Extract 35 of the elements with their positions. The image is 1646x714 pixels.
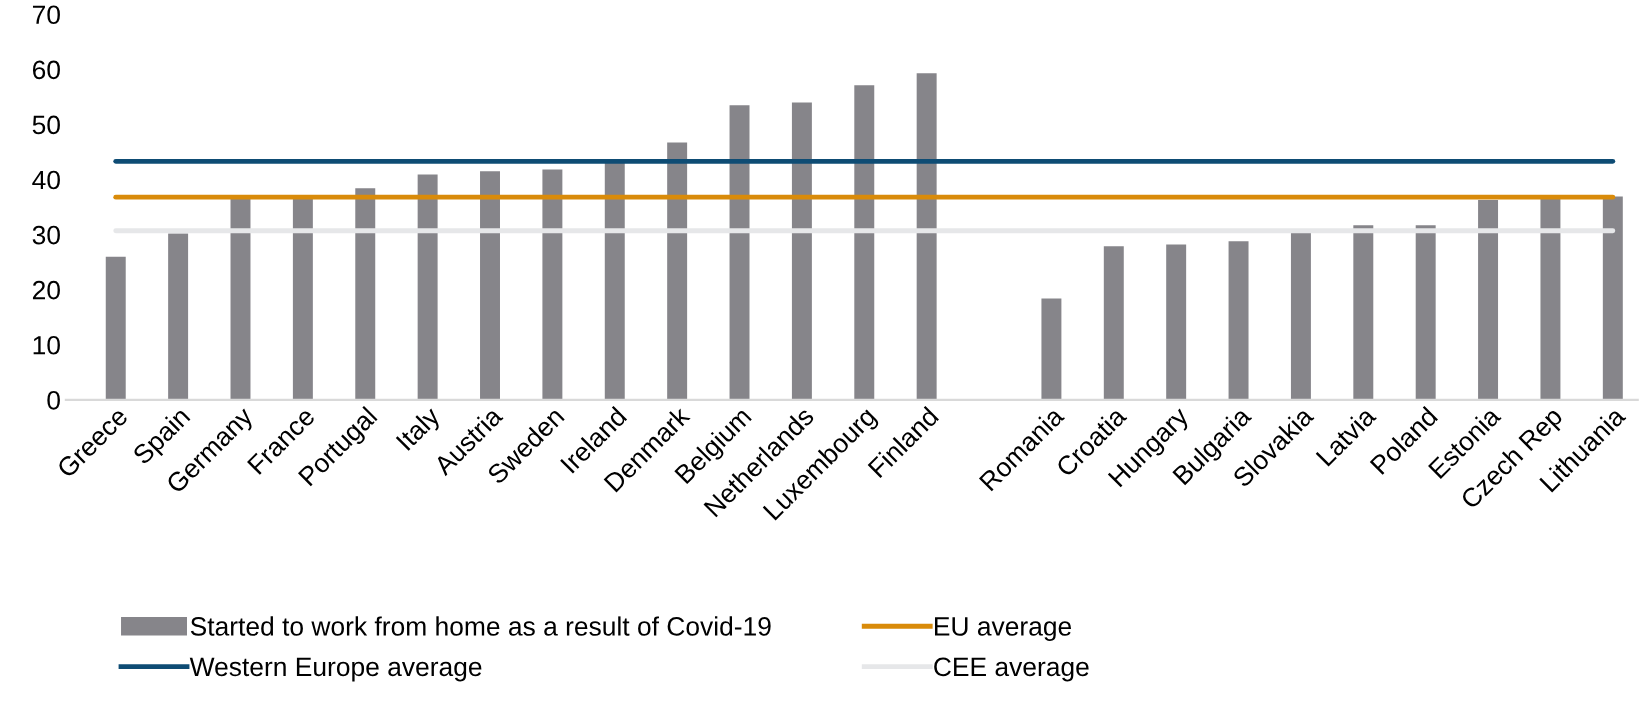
bar	[1602, 196, 1623, 400]
y-tick-label: 50	[32, 115, 60, 135]
x-tick-label: Italy	[395, 404, 445, 455]
bar	[604, 161, 625, 400]
bar	[480, 171, 500, 400]
bar	[1103, 246, 1124, 400]
bar	[667, 142, 688, 400]
bar	[1540, 197, 1561, 400]
bar	[1353, 225, 1374, 400]
bar	[542, 169, 563, 400]
y-tick-label: 10	[33, 335, 60, 355]
legend-label: CEE average	[934, 657, 1089, 682]
y-tick-label: 0	[47, 390, 60, 410]
legend-label: Western Europe average	[189, 657, 482, 682]
bar	[854, 85, 875, 400]
bar	[1478, 199, 1499, 400]
y-tick-label: 40	[32, 170, 60, 190]
bar	[1290, 232, 1311, 400]
legend-label: EU average	[935, 617, 1072, 641]
y-tick-label: 70	[32, 5, 60, 25]
bar	[1415, 225, 1436, 400]
bar	[1228, 241, 1249, 400]
bar	[417, 174, 438, 400]
y-tick-label: 60	[32, 60, 60, 80]
y-tick-label: 20	[32, 280, 60, 300]
y-tick-label: 30	[32, 225, 60, 245]
bar	[1166, 244, 1187, 400]
bar	[916, 73, 937, 400]
bar	[168, 233, 189, 400]
bar	[729, 105, 750, 400]
bar	[791, 102, 812, 400]
bar	[355, 188, 376, 400]
bar	[1041, 298, 1062, 400]
bar	[105, 256, 126, 400]
legend-label: Started to work from home as a result of Covid-19	[190, 616, 771, 636]
